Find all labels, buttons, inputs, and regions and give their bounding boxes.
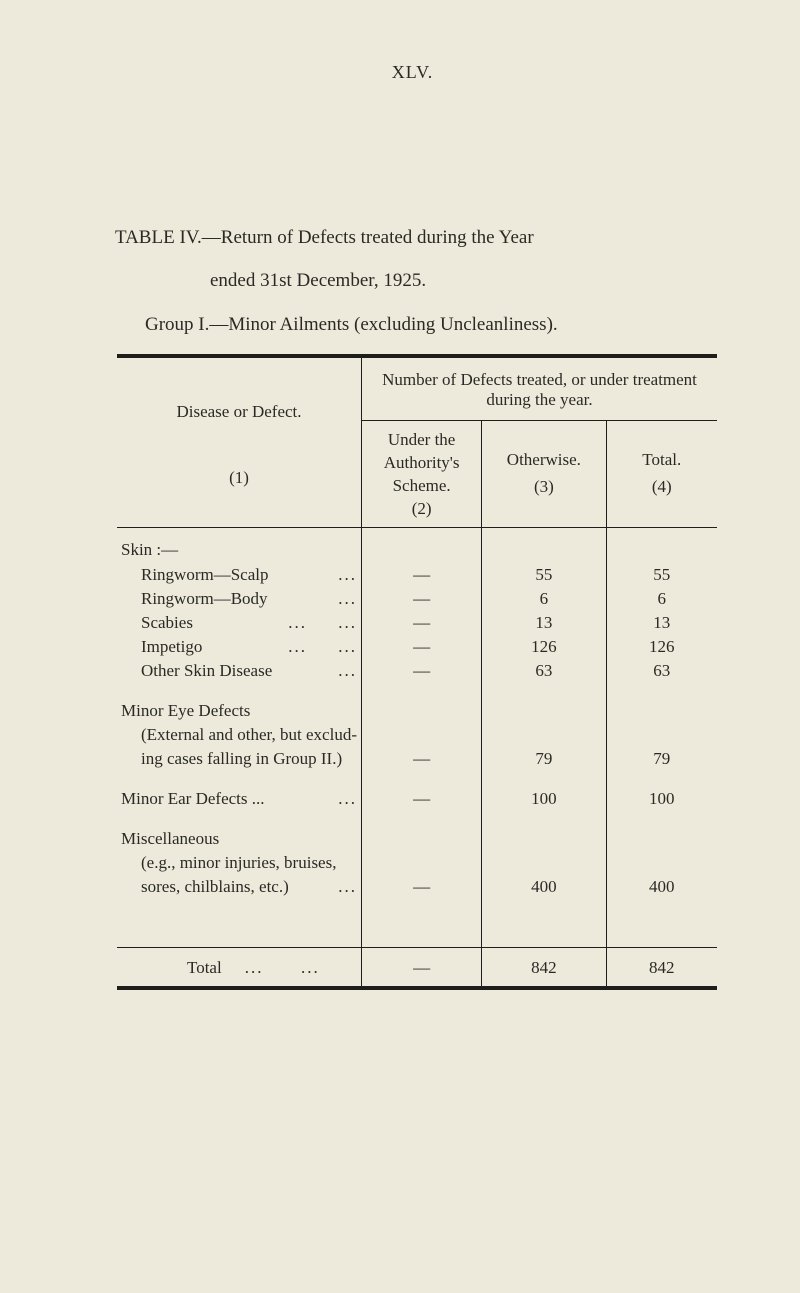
disease-or-defect-label: Disease or Defect. — [176, 402, 301, 421]
dots-icon: ... — [332, 789, 357, 809]
cell: 100 — [482, 787, 606, 811]
col2-header-a: Under the — [388, 430, 456, 449]
dots-icon: ... — [332, 661, 357, 681]
table-row: Ringworm—Scalp ... — 55 55 — [117, 563, 717, 587]
cell: 126 — [606, 635, 717, 659]
table-subtitle: ended 31st December, 1925. — [210, 270, 710, 292]
cell: 100 — [606, 787, 717, 811]
cell: 6 — [606, 587, 717, 611]
col4-header: Total. (4) — [606, 421, 717, 528]
row-label: Scabies — [141, 613, 193, 633]
cell: 55 — [606, 563, 717, 587]
col1-header: Disease or Defect. (1) — [117, 360, 362, 527]
defects-table: Disease or Defect. (1) Number of Defects… — [117, 354, 717, 992]
minor-eye-sub1: (External and other, but exclud- — [117, 723, 362, 747]
table-row: sores, chilblains, etc.) ... — 400 400 — [117, 875, 717, 899]
cell: 63 — [482, 659, 606, 683]
cell: — — [362, 563, 482, 587]
total-row: Total ... ... — 842 842 — [117, 950, 717, 988]
row-label: Other Skin Disease — [141, 661, 272, 681]
dots-icon: ... ... — [282, 637, 357, 657]
table-row: ing cases falling in Group II.) — 79 79 — [117, 747, 717, 771]
col3-header: Otherwise. (3) — [482, 421, 606, 528]
cell: 63 — [606, 659, 717, 683]
col1-num: (1) — [229, 468, 249, 487]
col2-header: Under the Authority's Scheme. (2) — [362, 421, 482, 528]
group-line: Group I.—Minor Ailments (excluding Uncle… — [145, 314, 710, 336]
dots-icon: ... — [332, 565, 357, 585]
cell: 13 — [482, 611, 606, 635]
cell: — — [362, 787, 482, 811]
misc-sub1-text: (e.g., minor injuries, bruises, — [141, 853, 336, 872]
total-c3: 842 — [482, 950, 606, 988]
table-row: Other Skin Disease ... — 63 63 — [117, 659, 717, 683]
cell: 400 — [482, 875, 606, 899]
cell: — — [362, 659, 482, 683]
misc-sub1: (e.g., minor injuries, bruises, — [117, 851, 362, 875]
cell: 55 — [482, 563, 606, 587]
total-label: Total — [187, 958, 222, 977]
cell: 79 — [482, 747, 606, 771]
row-label: Ringworm—Scalp — [141, 565, 269, 585]
table-row: Scabies ... ... — 13 13 — [117, 611, 717, 635]
cell: 13 — [606, 611, 717, 635]
page-number-roman: XLV. — [115, 62, 710, 83]
col2-num: (2) — [412, 499, 432, 518]
minor-eye-heading: Minor Eye Defects — [117, 699, 362, 723]
cell: 126 — [482, 635, 606, 659]
col2-header-b: Authority's — [384, 453, 460, 472]
total-c2: — — [362, 950, 482, 988]
minor-eye-sub2: ing cases falling in Group II.) — [117, 747, 362, 771]
total-c4: 842 — [606, 950, 717, 988]
col3-header-label: Otherwise. — [507, 450, 581, 469]
dots-icon: ... — [332, 877, 357, 897]
page: XLV. TABLE IV.—Return of Defects treated… — [0, 0, 800, 1293]
col4-num: (4) — [652, 477, 672, 496]
row-label: Impetigo — [141, 637, 202, 657]
dots-icon: ... ... — [282, 613, 357, 633]
cell: — — [362, 875, 482, 899]
misc-sub2: sores, chilblains, etc.) — [141, 877, 289, 897]
row-label: Ringworm—Body — [141, 589, 268, 609]
dots-icon: ... ... — [226, 958, 320, 977]
cell: 400 — [606, 875, 717, 899]
col2-header-c: Scheme. — [393, 476, 451, 495]
table-row: Impetigo ... ... — 126 126 — [117, 635, 717, 659]
dots-icon: ... — [332, 589, 357, 609]
misc-heading: Miscellaneous — [117, 827, 362, 851]
cell: 79 — [606, 747, 717, 771]
col3-num: (3) — [534, 477, 554, 496]
minor-ear-label: Minor Ear Defects ... — [121, 789, 265, 809]
table-row: Minor Ear Defects ... ... — 100 100 — [117, 787, 717, 811]
table-row: Ringworm—Body ... — 6 6 — [117, 587, 717, 611]
table-title: TABLE IV.—Return of Defects treated duri… — [115, 223, 710, 252]
header-top-right: Number of Defects treated, or under trea… — [362, 360, 718, 421]
skin-heading: Skin :— — [117, 530, 362, 563]
col4-header-label: Total. — [642, 450, 681, 469]
cell: 6 — [482, 587, 606, 611]
cell: — — [362, 587, 482, 611]
cell: — — [362, 611, 482, 635]
cell: — — [362, 635, 482, 659]
cell: — — [362, 747, 482, 771]
